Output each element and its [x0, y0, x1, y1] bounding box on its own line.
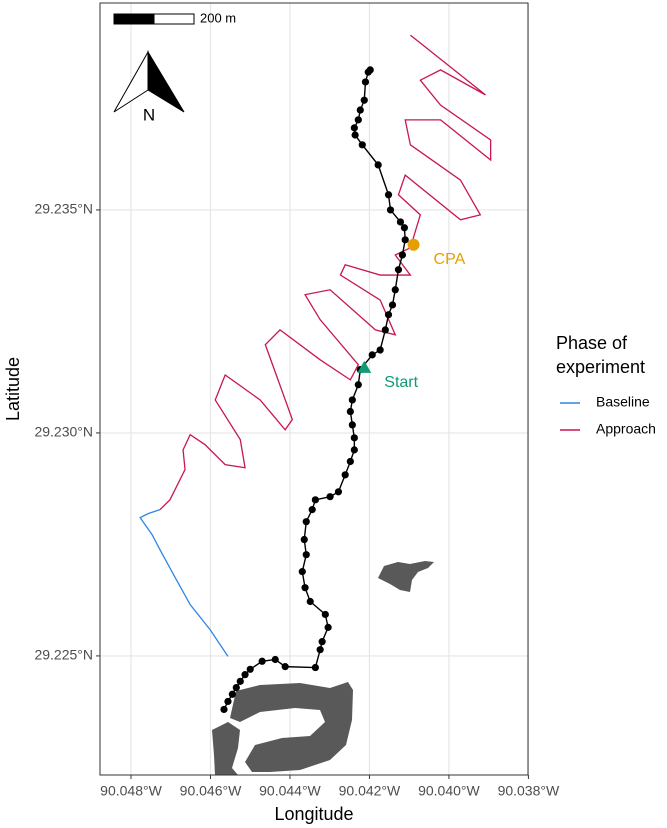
track-point [258, 657, 266, 665]
track-point [394, 266, 403, 274]
x-tick-label: 90.046°W [180, 783, 242, 799]
track-point [311, 496, 319, 504]
track-point [391, 286, 399, 294]
track-point [316, 646, 324, 654]
track-point [350, 434, 358, 442]
track-point [348, 421, 356, 429]
tracks [139, 34, 492, 714]
track-point [334, 488, 343, 496]
legend-label: Baseline [596, 394, 650, 410]
island [378, 561, 434, 592]
track-point [348, 396, 356, 404]
track-point [384, 311, 393, 319]
track-point [356, 106, 364, 114]
track-point [354, 116, 362, 124]
track-point [368, 351, 376, 359]
track-point [386, 206, 395, 214]
track-point [396, 218, 405, 226]
track-point [381, 326, 389, 334]
x-axis-title: Longitude [274, 804, 353, 824]
track-point [246, 665, 254, 673]
track-point [236, 677, 244, 685]
track-point [301, 584, 309, 592]
scale-bar: 200 m [113, 10, 236, 25]
track-point [374, 161, 382, 169]
track-point [401, 236, 409, 244]
north-arrow-half [147, 50, 185, 113]
x-tick-label: 90.038°W [498, 783, 560, 799]
track-point [232, 683, 240, 692]
land [212, 561, 434, 775]
track-point [300, 535, 308, 544]
track-point [228, 690, 236, 698]
track-point [366, 66, 374, 74]
track-point [398, 251, 407, 259]
y-axis-title: Latitude [3, 357, 23, 421]
x-tick-label: 90.042°W [339, 783, 401, 799]
track-point [384, 191, 393, 199]
point-marker [357, 360, 372, 373]
track-point [241, 671, 249, 679]
track-point [350, 124, 358, 132]
track-point [354, 381, 362, 389]
y-tick-label: 29.230°N [34, 424, 93, 440]
track-point [400, 224, 409, 232]
legend-title: Phase of experiment [556, 333, 646, 377]
track-point [271, 655, 279, 664]
track-point [318, 638, 326, 646]
y-tick-label: 29.225°N [34, 647, 93, 663]
track-point [358, 141, 366, 149]
track-point [341, 471, 349, 479]
point-label: CPA [434, 251, 466, 268]
track-point [311, 663, 319, 672]
x-tick-label: 90.048°W [100, 783, 162, 799]
track-point [220, 705, 228, 714]
point-label: Start [384, 374, 418, 391]
north-arrow: N [113, 50, 185, 124]
point-marker [407, 238, 420, 251]
panel-background [100, 3, 528, 775]
legend: Baseline Approach [560, 394, 656, 437]
track-point [346, 457, 354, 466]
track-point [321, 610, 329, 619]
track-point [302, 518, 310, 526]
track-point [361, 78, 370, 86]
track-point [224, 697, 232, 706]
track-point [308, 506, 316, 514]
track-point [388, 301, 397, 309]
coast [212, 722, 240, 775]
track-point [281, 663, 289, 671]
track-point [346, 407, 354, 416]
track-point [302, 551, 310, 559]
north-label: N [143, 105, 155, 124]
y-tick-label: 29.235°N [34, 201, 93, 217]
coast [230, 682, 353, 772]
track-point [324, 623, 332, 631]
track-point [326, 493, 334, 501]
x-tick-label: 90.040°W [418, 783, 480, 799]
x-tick-label: 90.044°W [259, 783, 321, 799]
track-point [351, 131, 359, 139]
track-point [376, 346, 384, 354]
track-point [298, 568, 306, 576]
track-point [350, 446, 358, 454]
track-point [306, 597, 314, 606]
scale-bar-segment [113, 13, 155, 25]
track-point [360, 96, 368, 104]
panel-border [99, 2, 529, 776]
legend-label: Approach [596, 421, 656, 437]
scale-bar-label: 200 m [200, 10, 236, 25]
track-line [139, 509, 229, 657]
scale-bar-segment [153, 13, 195, 25]
